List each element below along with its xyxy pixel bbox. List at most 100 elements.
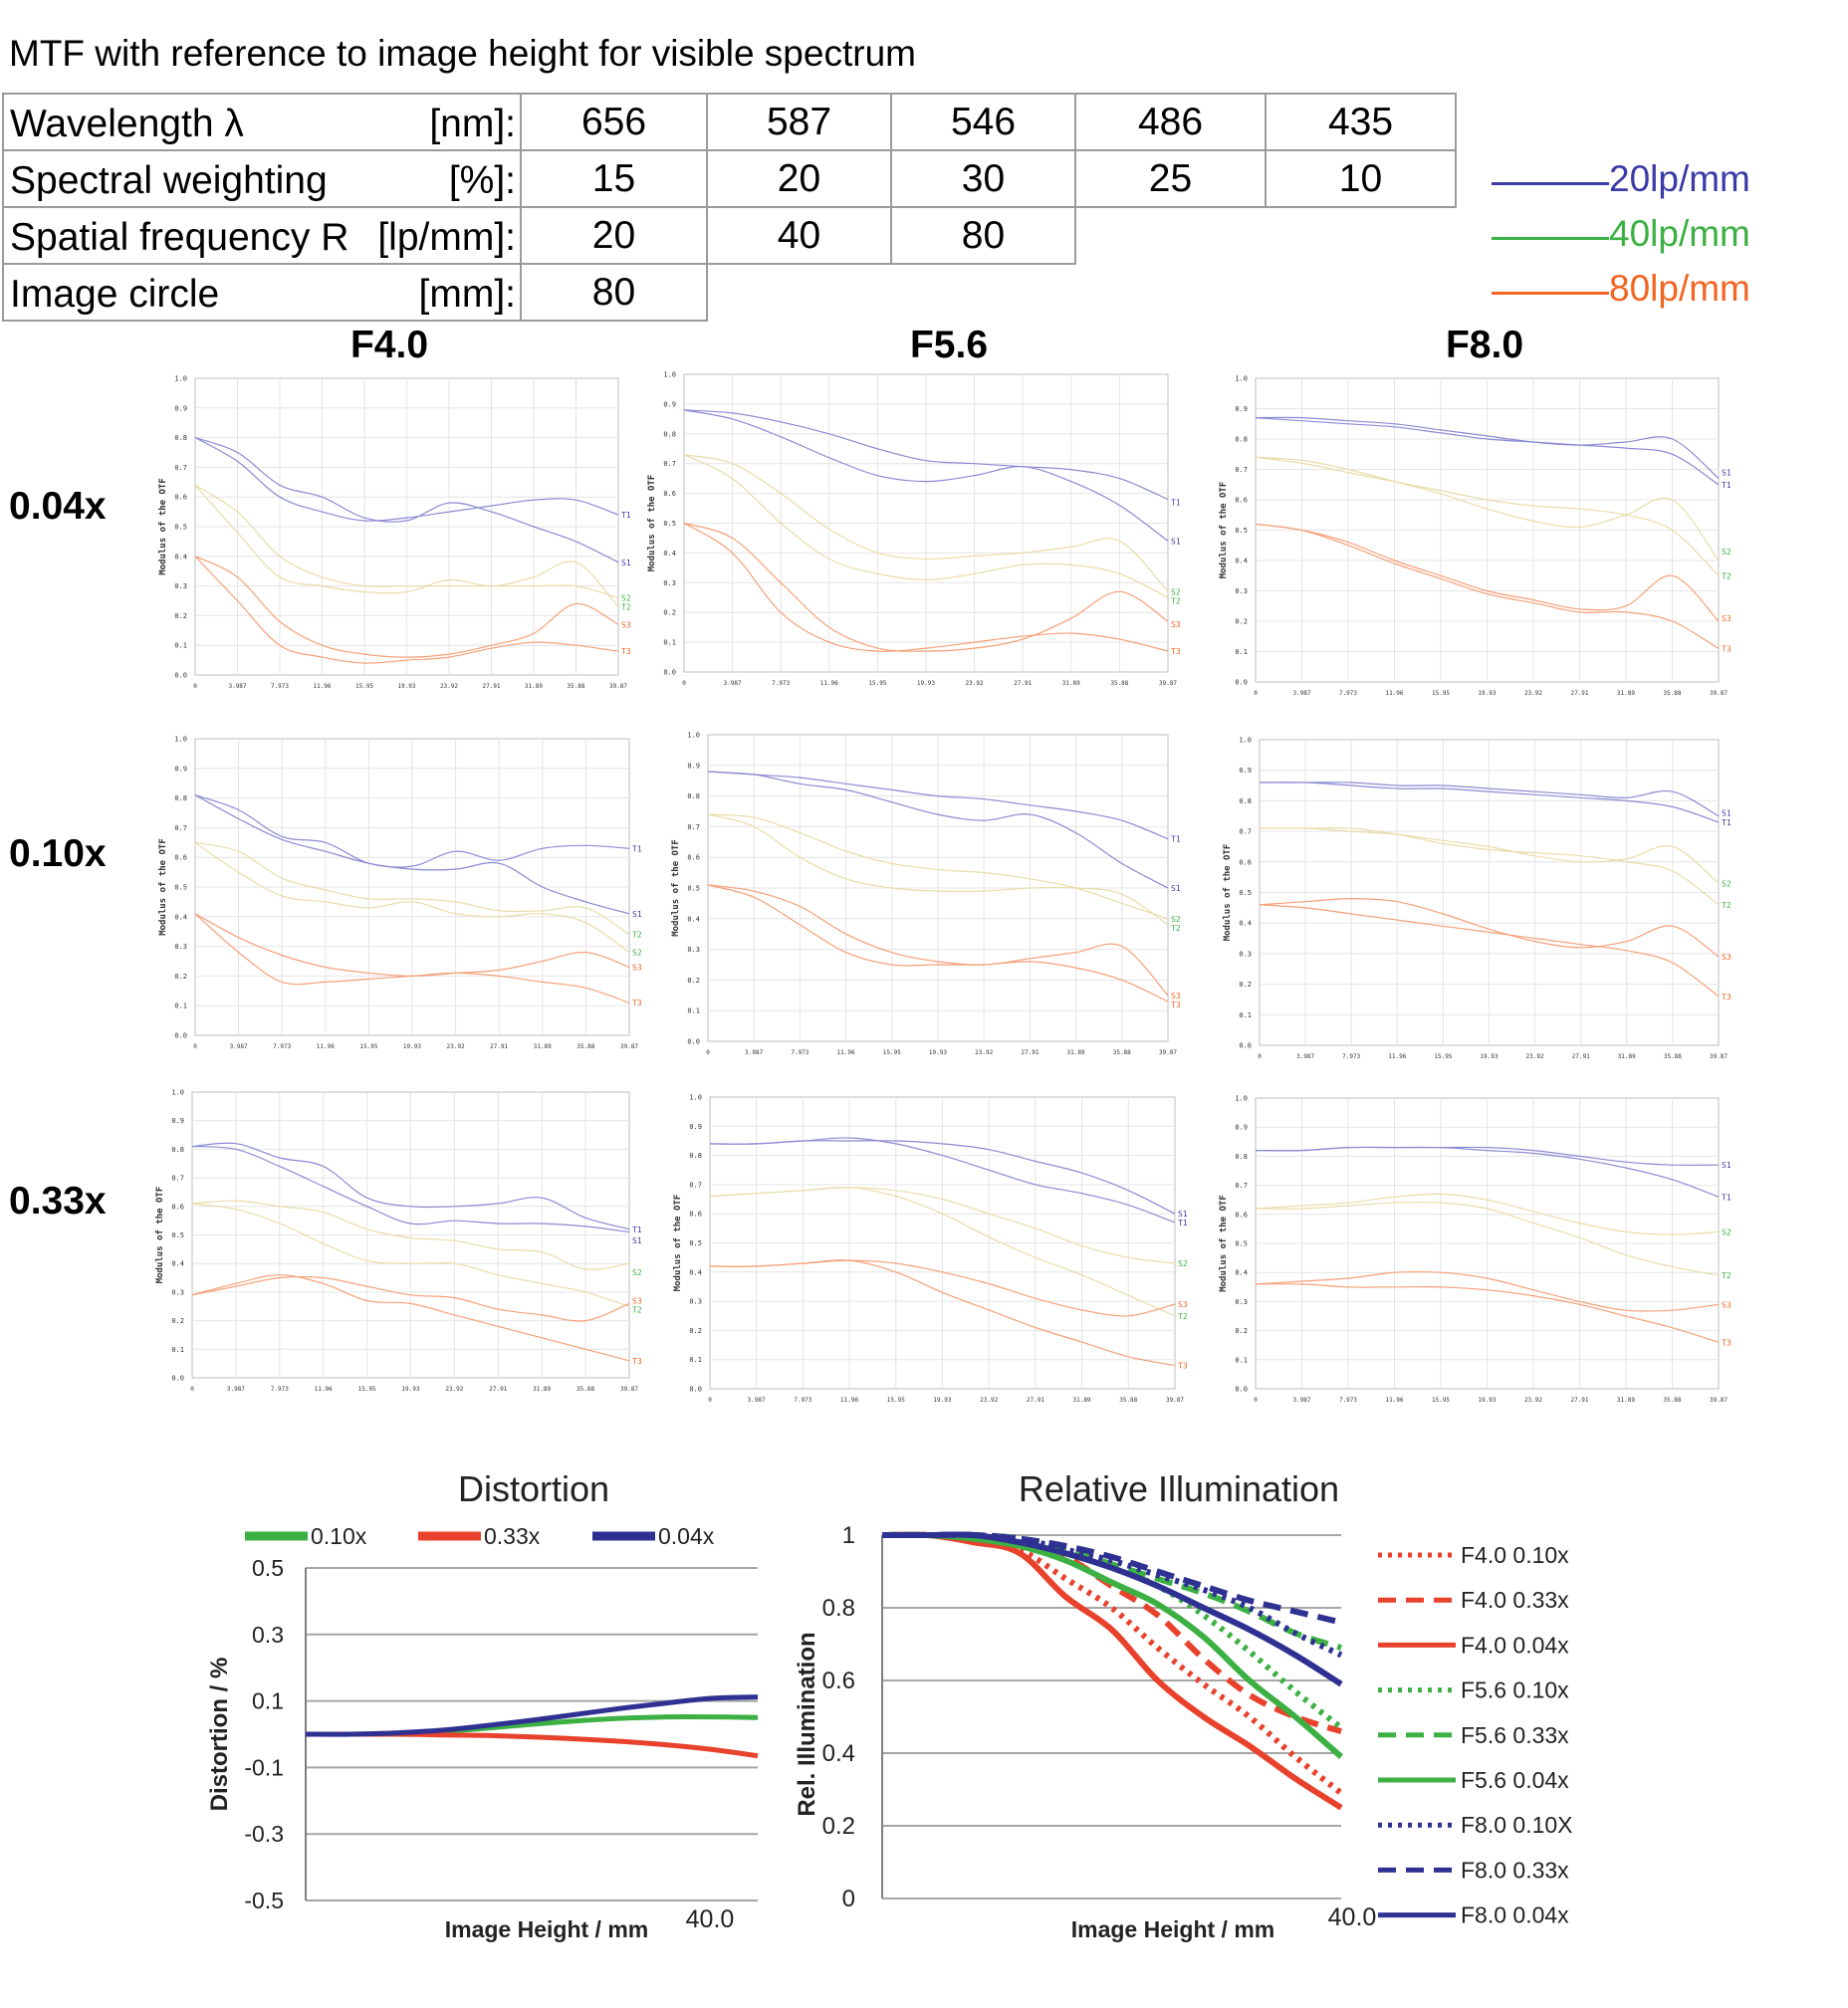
mtf-curve-S3 xyxy=(707,884,1169,997)
x-tick-label: 27.91 xyxy=(1572,1053,1590,1060)
y-tick-label: 0.8 xyxy=(689,1152,702,1160)
series-label: S1 xyxy=(621,558,631,567)
weighting-value: 20 xyxy=(706,149,892,208)
series-label: T1 xyxy=(621,511,631,520)
mtf-curve-T3 xyxy=(194,556,619,664)
y-tick-label: 0.9 xyxy=(689,1123,702,1131)
y-tick-label: 0.5 xyxy=(1235,1240,1248,1248)
series-label: S3 xyxy=(1722,1300,1732,1309)
y-tick-label: 0.6 xyxy=(1235,497,1248,505)
y-tick-label: 0.8 xyxy=(1235,436,1248,444)
weighting-value: 10 xyxy=(1265,149,1457,208)
x-tick-label: 11.96 xyxy=(1385,690,1403,697)
mtf-curve-S3 xyxy=(191,1275,630,1322)
y-tick-label: 0.0 xyxy=(687,1038,700,1046)
y-axis-label: Modulus of the OTF xyxy=(158,838,168,936)
wavelength-value: 486 xyxy=(1074,93,1267,151)
y-tick-label: 0.1 xyxy=(1235,1356,1248,1364)
series-label: T3 xyxy=(1171,1001,1181,1009)
x-tick-label: 11.96 xyxy=(1385,1397,1403,1404)
weighting-value: 30 xyxy=(890,149,1076,208)
column-title: F4.0 xyxy=(349,324,429,366)
legend-label: F4.0 0.04x xyxy=(1461,1632,1569,1658)
illumination-line xyxy=(881,1531,1342,1626)
x-tick-label: 23.92 xyxy=(447,1043,465,1050)
mtf-curve-S1 xyxy=(194,794,630,915)
x-tick-label: 15.95 xyxy=(887,1397,905,1404)
y-tick-label: 0.8 xyxy=(1239,797,1252,805)
legend-label: 0.10x xyxy=(311,1523,367,1549)
x-tick-label: 0 xyxy=(1258,1053,1262,1060)
y-tick-label: 0.5 xyxy=(687,885,700,893)
y-tick-label: 0.3 xyxy=(174,582,187,590)
y-tick-label: 0.3 xyxy=(1239,950,1252,958)
y-tick-label: 0.1 xyxy=(174,642,187,650)
page-title: MTF with reference to image height for v… xyxy=(9,33,916,74)
x-tick-label: 11.96 xyxy=(1388,1053,1406,1060)
illumination-chart: Relative Illumination 1 0.8 0.6 0.4 0.2 0 40.0 I… xyxy=(794,1468,1573,1942)
weighting-unit: [%]: xyxy=(448,159,516,202)
series-label: S2 xyxy=(1722,548,1732,557)
mtf-curve-T1 xyxy=(191,1142,630,1230)
circle-value: 80 xyxy=(520,263,708,322)
x-tick-label: 11.96 xyxy=(820,680,838,687)
legend-label: F5.6 0.33x xyxy=(1461,1722,1569,1748)
y-tick-label: 1.0 xyxy=(171,1089,184,1097)
mtf-panel: 0.0 0.1 0.2 0.3 0.4 0.5 0.6 0.7 0.8 0.9 1.0 0 3.987 7… xyxy=(1219,1095,1732,1405)
illumination-line xyxy=(881,1531,1343,1796)
series-label: T3 xyxy=(1722,1338,1732,1347)
x-tick-label: 3.987 xyxy=(724,680,742,687)
x-tick-label: 15.95 xyxy=(1432,690,1450,697)
x-axis-label: Image Height / mm xyxy=(1071,1916,1274,1942)
x-tick-label: 19.93 xyxy=(1478,1397,1496,1404)
x-tick-label: 11.96 xyxy=(840,1397,858,1404)
x-tick-label: 23.92 xyxy=(1524,1397,1542,1404)
row-weighting: Spectral weighting [%]: 15 20 30 25 10 xyxy=(2,149,1457,208)
mtf-curve-T1 xyxy=(1259,781,1720,823)
wavelength-value: 435 xyxy=(1265,93,1457,151)
series-label: T3 xyxy=(632,999,642,1007)
series-label: S2 xyxy=(632,1268,642,1277)
mtf-curve-S2 xyxy=(707,813,1169,920)
distortion-line xyxy=(305,1731,759,1759)
mtf-panel: 0.0 0.1 0.2 0.3 0.4 0.5 0.6 0.7 0.8 0.9 1.0 0 3.987 7… xyxy=(671,732,1181,1057)
x-tick-label: 11.96 xyxy=(315,1386,333,1393)
y-tick-label: 0.8 xyxy=(1235,1153,1248,1161)
y-axis-label: Modulus of the OTF xyxy=(155,1187,165,1284)
row-title: 0.33x xyxy=(9,1180,107,1223)
y-tick-label: 0.4 xyxy=(687,915,700,923)
mtf-curve-S1 xyxy=(191,1145,630,1233)
y-tick-label: 0.3 xyxy=(252,1622,284,1648)
y-tick-label: 0.6 xyxy=(689,1211,702,1219)
x-tick-label: 39.87 xyxy=(620,1043,638,1050)
mtf-curve-T2 xyxy=(1255,1201,1720,1276)
y-tick-label: 0.7 xyxy=(1239,828,1252,836)
mtf-curve-T1 xyxy=(707,771,1169,840)
y-tick-label: 0.1 xyxy=(252,1688,284,1714)
x-tick-label: 7.973 xyxy=(271,683,289,690)
illumination-line xyxy=(881,1531,1343,1659)
x-tick-label: 35.88 xyxy=(1113,1049,1131,1056)
y-tick-label: 0.6 xyxy=(1239,858,1252,866)
y-tick-label: 0.9 xyxy=(1239,767,1252,775)
series-label: S3 xyxy=(1722,953,1732,962)
y-tick-label: 0.8 xyxy=(171,1146,184,1154)
mtf-curve-S1 xyxy=(1255,416,1720,480)
mtf-curve-S2 xyxy=(683,454,1169,592)
y-tick-label: 0.0 xyxy=(1235,679,1248,687)
legend-label: 0.33x xyxy=(484,1523,541,1549)
y-tick-label: 0.1 xyxy=(174,1003,187,1010)
x-tick-label: 15.95 xyxy=(359,1043,377,1050)
mtf-curve-T2 xyxy=(194,484,619,607)
y-tick-label: 0.2 xyxy=(822,1813,855,1840)
y-tick-label: 0.3 xyxy=(689,1298,702,1306)
mtf-curve-T1 xyxy=(1255,417,1720,486)
wavelength-label-cell: Wavelength λ [nm]: xyxy=(2,93,522,151)
y-tick-label: 0.3 xyxy=(171,1288,184,1296)
illumination-line xyxy=(881,1531,1343,1811)
x-tick-label: 7.973 xyxy=(1339,1397,1357,1404)
x-tick-label: 31.89 xyxy=(1617,690,1635,697)
series-label: T2 xyxy=(1722,901,1732,910)
y-tick-label: 0.2 xyxy=(174,973,187,981)
mtf-curve-T1 xyxy=(709,1137,1176,1224)
